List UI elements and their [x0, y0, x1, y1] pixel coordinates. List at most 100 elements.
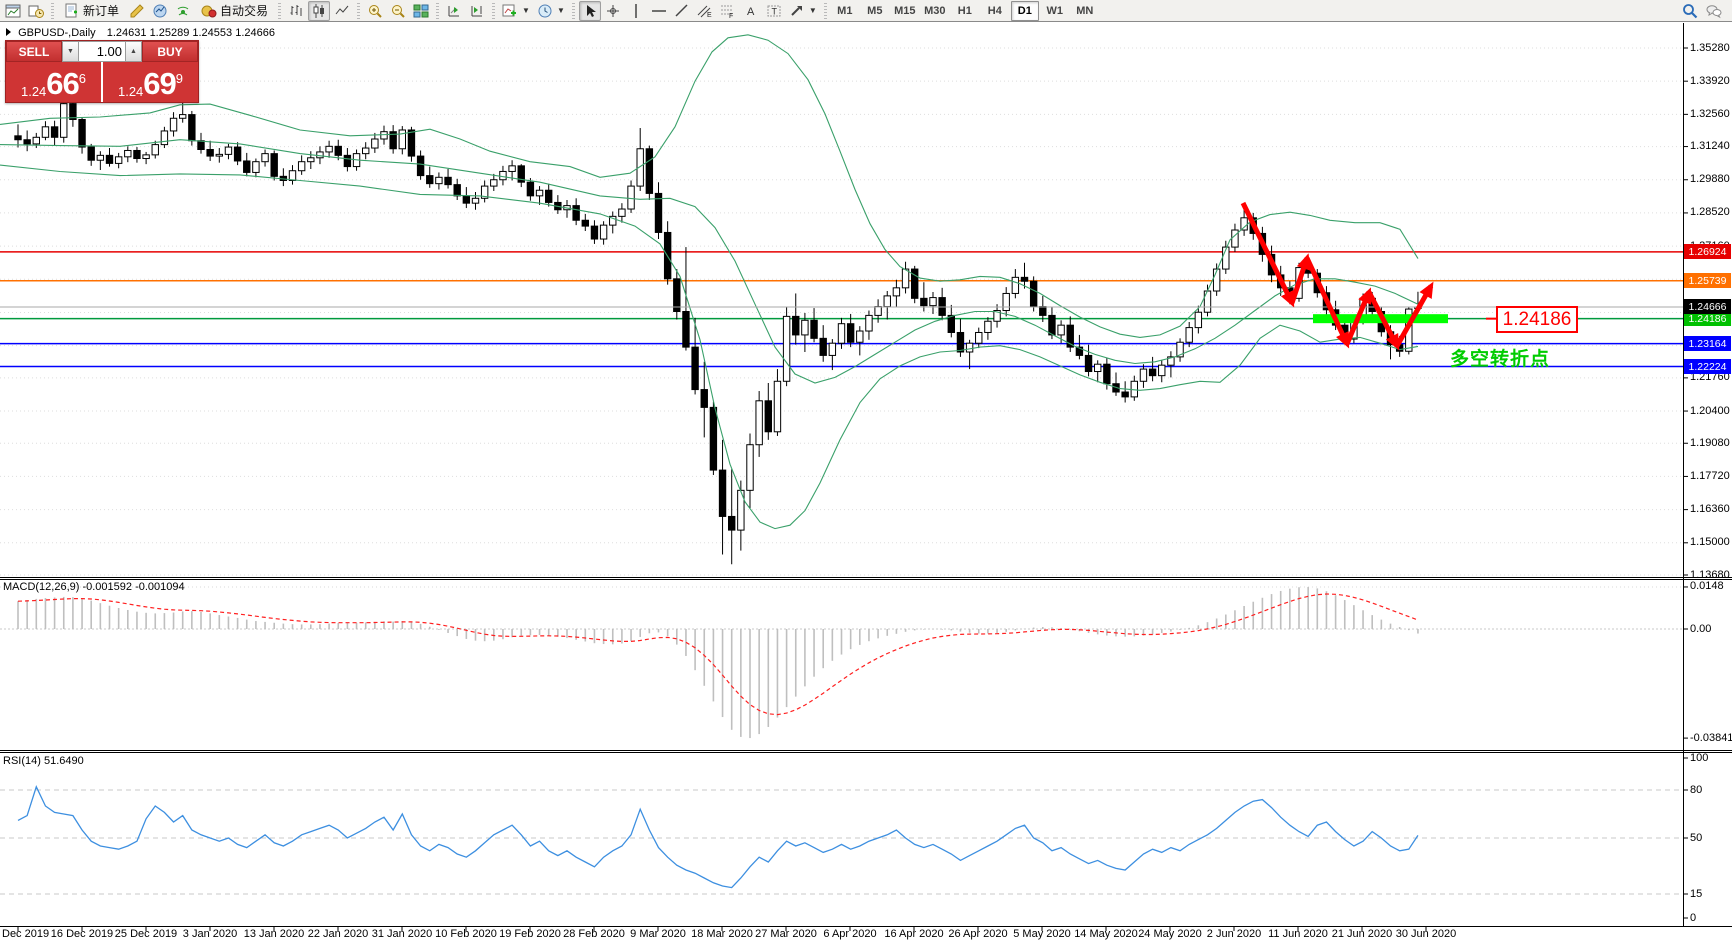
sell-price-prefix: 1.24 — [20, 84, 47, 99]
bar-chart-icon — [290, 4, 302, 16]
date-label: 2 Jun 2020 — [1206, 928, 1262, 940]
sell-price[interactable]: 1.24 66 6 — [6, 62, 101, 102]
toolbar-grip — [492, 2, 496, 19]
timeframe-h4[interactable]: H4 — [987, 4, 1002, 17]
toolbar-grip — [571, 2, 575, 19]
symbol-period: GBPUSD-,Daily — [18, 27, 96, 39]
price-axis-label: 1.15000 — [1690, 536, 1730, 549]
indicators-button[interactable]: ▼ — [499, 1, 533, 21]
channel-tool[interactable]: E — [694, 1, 716, 21]
crosshair-tool-button[interactable] — [602, 1, 624, 21]
price-axis-label: 1.28520 — [1690, 206, 1730, 219]
zoom-in-button[interactable] — [364, 1, 386, 21]
macd-indicator-label: MACD(12,26,9) -0.001592 -0.001094 — [3, 581, 185, 593]
profiles-button[interactable] — [25, 1, 47, 21]
tile-windows-button[interactable] — [410, 1, 432, 21]
price-axis-label: 1.29880 — [1690, 173, 1730, 186]
timeframe-w1[interactable]: W1 — [1046, 4, 1064, 17]
horizontal-line-tool[interactable] — [648, 1, 670, 21]
rsi-axis-label: 50 — [1690, 831, 1703, 844]
timeframe-m15[interactable]: M15 — [894, 4, 916, 17]
timeframe-m1[interactable]: M1 — [837, 4, 853, 17]
chat-icon[interactable] — [1706, 3, 1722, 19]
date-label: 3 Jan 2020 — [182, 928, 238, 940]
auto-scroll-button[interactable] — [443, 1, 465, 21]
text-icon: A — [747, 6, 755, 18]
price-axis-label: 1.17720 — [1690, 469, 1730, 482]
date-label: 11 Jun 2020 — [1268, 928, 1328, 940]
timeframe-mn[interactable]: MN — [1076, 4, 1094, 17]
trendline-icon — [675, 3, 688, 17]
bar-chart-button[interactable] — [285, 1, 307, 21]
date-label: 26 Apr 2020 — [948, 928, 1008, 940]
text-label-tool[interactable]: T — [763, 1, 785, 21]
channel-icon: E — [697, 5, 712, 19]
vertical-line-tool[interactable] — [625, 1, 647, 21]
expand-triangle-icon — [6, 28, 11, 36]
price-axis-label: 1.19080 — [1690, 436, 1730, 449]
new-order-icon — [65, 3, 77, 17]
new-order-button[interactable]: 新订单 — [58, 1, 125, 21]
buy-button[interactable]: BUY — [142, 41, 198, 62]
rsi-axis-label: 100 — [1690, 751, 1709, 764]
fibonacci-tool[interactable]: F — [717, 1, 739, 21]
date-label: 25 Dec 2019 — [114, 928, 178, 940]
text-tool[interactable]: A — [740, 1, 762, 21]
cursor-tool-button[interactable] — [578, 0, 601, 21]
price-axis-label: 1.21760 — [1690, 371, 1730, 384]
volume-input[interactable] — [79, 42, 125, 61]
timeframe-h1[interactable]: H1 — [957, 4, 972, 17]
zoom-out-button[interactable] — [387, 1, 409, 21]
line-chart-button[interactable] — [331, 1, 353, 21]
periods-button[interactable]: ▼ — [534, 1, 568, 21]
chart-shift-button[interactable] — [466, 1, 488, 21]
volume-decrease-button[interactable]: ▼ — [62, 41, 79, 62]
date-label: 28 Feb 2020 — [563, 928, 625, 940]
volume-increase-button[interactable]: ▲ — [125, 41, 142, 62]
date-label: 24 May 2020 — [1138, 928, 1202, 940]
date-label: 6 Apr 2020 — [823, 928, 877, 940]
tile-windows-icon — [413, 4, 429, 17]
buy-price[interactable]: 1.24 69 9 — [103, 62, 198, 102]
toolbar-grip — [51, 2, 54, 19]
search-icon[interactable] — [1682, 3, 1698, 19]
autotrading-button[interactable]: 自动交易 — [195, 1, 274, 21]
timeframe-m30[interactable]: M30 — [924, 4, 946, 17]
rsi-axis-label: 0 — [1690, 911, 1697, 924]
new-chart-button[interactable] — [2, 1, 24, 21]
bull-bear-turning-point-note[interactable]: 多空转折点 — [1450, 349, 1551, 370]
indicators-icon — [502, 4, 517, 16]
sell-button[interactable]: SELL — [6, 41, 62, 62]
price-axis-label: 1.31240 — [1690, 140, 1730, 153]
date-label: 5 May 2020 — [1013, 928, 1071, 940]
profile-clock-icon — [28, 5, 44, 18]
rsi-indicator-label: RSI(14) 51.6490 — [3, 755, 84, 767]
date-label: 13 Jan 2020 — [243, 928, 305, 940]
signals-button[interactable] — [172, 1, 194, 21]
candlestick-chart-button[interactable] — [308, 0, 331, 21]
dropdown-caret: ▼ — [556, 6, 565, 15]
arrows-tool[interactable]: ▼ — [786, 1, 820, 21]
rsi-axis-label: 15 — [1690, 887, 1703, 900]
new-order-label: 新订单 — [83, 4, 120, 18]
trendline-tool[interactable] — [671, 1, 693, 21]
price-tag: 1.22224 — [1684, 359, 1731, 375]
date-label: 16 Dec 2019 — [50, 928, 114, 940]
timeframe-d1[interactable]: D1 — [1010, 0, 1039, 21]
buy-price-big: 69 — [143, 66, 176, 101]
clock-icon — [538, 4, 552, 17]
timeframe-m5[interactable]: M5 — [867, 4, 883, 17]
svg-text:A: A — [747, 6, 755, 18]
date-label: 14 May 2020 — [1074, 928, 1138, 940]
price-callout-box[interactable]: 1.24186 — [1496, 306, 1578, 334]
horizontal-line-icon — [651, 9, 666, 12]
macd-axis-label: 0.00 — [1690, 622, 1712, 635]
market-watch-button[interactable] — [149, 1, 171, 21]
cursor-icon — [586, 4, 596, 17]
svg-text:F: F — [729, 13, 733, 19]
dropdown-caret: ▼ — [808, 6, 817, 15]
price-axis-label: 1.35280 — [1690, 41, 1730, 54]
price-chart-canvas[interactable] — [0, 23, 1732, 942]
metaeditor-button[interactable] — [126, 1, 148, 21]
toolbar: 新订单 自动交易 ▼ ▼ — [0, 0, 1732, 22]
